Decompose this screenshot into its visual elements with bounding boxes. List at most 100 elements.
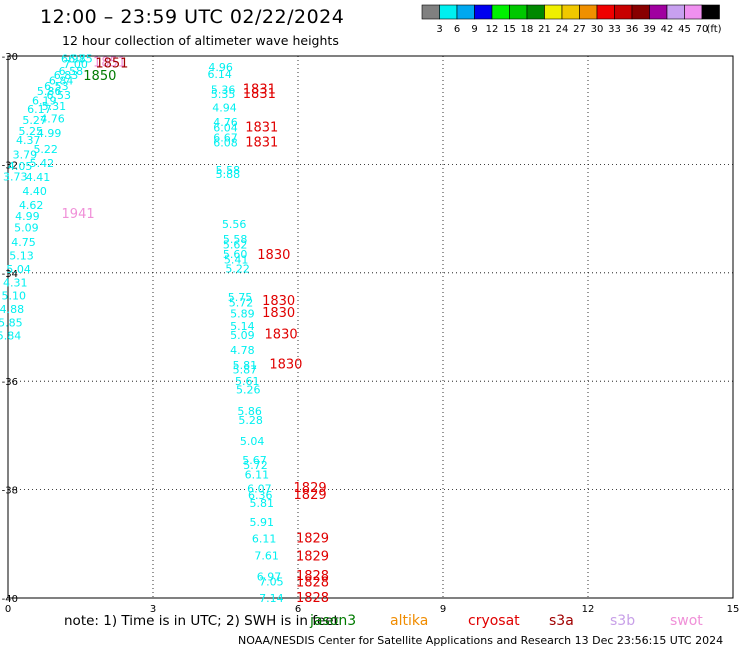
swh-value-label: 5.41: [224, 253, 249, 266]
pass-time-label: 1851: [95, 57, 128, 72]
swh-value-label: 6.97: [61, 53, 86, 66]
swh-value-label: 4.40: [22, 185, 47, 198]
legend-cryosat: cryosat: [468, 613, 520, 629]
swh-value-label: 4.78: [230, 344, 255, 357]
x-tick-label: 9: [440, 604, 446, 615]
swh-value-label: 6.11: [245, 468, 270, 481]
swh-value-label: 5.89: [230, 307, 255, 320]
x-tick-label: 3: [150, 604, 156, 615]
swh-value-label: 5.22: [225, 262, 250, 275]
swh-value-label: 4.31: [3, 277, 28, 290]
swh-value-label: 5.13: [9, 249, 34, 262]
colorbar-swatch: [701, 4, 720, 20]
colorbar-label: 70: [696, 24, 709, 35]
swh-value-label: 5.31: [42, 100, 67, 113]
colorbar-label: 15: [503, 24, 516, 35]
legend-s3a: s3a: [549, 613, 574, 629]
colorbar-label: 36: [626, 24, 639, 35]
swh-value-label: 5.09: [230, 329, 255, 342]
y-tick-label: -30: [2, 52, 18, 63]
swh-value-label: 3.73: [3, 170, 28, 183]
swh-value-label: 6.58: [59, 65, 84, 78]
colorbar-label: 24: [556, 24, 569, 35]
pass-time-label: 1831: [243, 87, 276, 102]
swh-value-label: 5.04: [240, 435, 265, 448]
y-tick-label: -34: [2, 269, 18, 280]
pass-time-label: 1941: [62, 207, 95, 222]
x-tick-label: 15: [727, 604, 740, 615]
swh-value-label: 5.85: [0, 317, 23, 330]
pass-time-label: 1829: [294, 488, 327, 503]
swh-value-label: 6.08: [213, 137, 238, 150]
swh-value-label: 4.37: [16, 134, 41, 147]
swh-value-label: 6.19: [32, 94, 57, 107]
swh-value-label: 5.22: [33, 143, 58, 156]
swh-value-label: 4.76: [213, 116, 238, 129]
legend-altika: altika: [390, 613, 429, 629]
swh-value-label: 6.53: [47, 89, 72, 102]
swh-value-label: 5.62: [223, 239, 248, 252]
swh-value-label: 5.86: [37, 85, 62, 98]
pass-time-label: 1830: [257, 248, 290, 263]
pass-time-label: 1851: [93, 55, 126, 70]
swh-value-label: 5.14: [230, 320, 255, 333]
colorbar-label: 27: [573, 24, 586, 35]
pass-time-label: 1830: [269, 357, 302, 372]
swh-value-label: 5.81: [250, 497, 275, 510]
swh-value-label: 5.58: [216, 164, 241, 177]
plot-frame: [7, 55, 734, 599]
swh-value-label: 5.86: [237, 405, 262, 418]
pass-time-label: 1829: [296, 531, 329, 546]
swh-value-label: 6.85: [68, 53, 93, 66]
legend-s3b: s3b: [610, 613, 636, 629]
colorbar-label: 42: [661, 24, 674, 35]
swh-value-label: 4.96: [208, 61, 233, 74]
pass-time-label: 1830: [265, 328, 298, 343]
swh-value-label: 4.75: [11, 236, 36, 249]
colorbar-label: 21: [538, 24, 551, 35]
swh-value-label: 5.72: [229, 297, 254, 310]
swh-value-label: 4.99: [15, 210, 40, 223]
swh-value-label: 7.05: [259, 576, 284, 589]
x-tick-label: 12: [582, 604, 595, 615]
swh-value-label: 5.27: [22, 114, 47, 127]
pass-time-label: 1830: [262, 306, 295, 321]
swh-value-label: 4.88: [0, 303, 24, 316]
swh-value-label: 7.14: [259, 592, 284, 605]
swh-value-label: 4.99: [37, 127, 62, 140]
note-text: note: 1) Time is in UTC; 2) SWH is in fe…: [64, 613, 339, 629]
swh-value-label: 5.56: [222, 218, 247, 231]
pass-time-label: 1829: [296, 550, 329, 565]
pass-time-label: 1831: [243, 83, 276, 98]
chart-subtitle: 12 hour collection of altimeter wave hei…: [62, 33, 339, 48]
swh-value-label: 6.14: [207, 68, 232, 81]
colorbar-label: 18: [521, 24, 534, 35]
pass-time-label: 1830: [262, 294, 295, 309]
swh-value-label: 6.17: [27, 103, 52, 116]
pass-time-label: 1829: [294, 481, 327, 496]
chart-title: 12:00 – 23:59 UTC 02/22/2024: [40, 6, 345, 28]
swh-value-label: 6.97: [257, 570, 282, 583]
swh-value-label: 4.76: [40, 112, 65, 125]
colorbar-label: 33: [608, 24, 621, 35]
swh-value-label: 5.28: [238, 414, 263, 427]
swh-value-label: 6.53: [44, 80, 69, 93]
swh-value-label: 6.11: [252, 532, 277, 545]
colorbar: 3 6 9 12 15 18 21 24 27 30 33 36 39 42 45 70(ft): [421, 4, 722, 35]
pass-time-label: 1828: [296, 591, 329, 606]
y-tick-label: -36: [2, 377, 18, 388]
pass-time-label: 1828: [296, 569, 329, 584]
x-tick-label: 0: [5, 604, 11, 615]
swh-value-label: 5.42: [30, 157, 55, 170]
swh-value-label: 5.10: [2, 290, 27, 303]
pass-time-label: 1831: [245, 136, 278, 151]
colorbar-label: 9: [471, 24, 477, 35]
swh-value-label: 5.36: [211, 84, 236, 97]
swh-value-label: 5.58: [223, 233, 248, 246]
swh-value-label: 5.25: [18, 125, 43, 138]
swh-value-label: 5.60: [223, 248, 248, 261]
pass-time-label: 1828: [296, 576, 329, 591]
swh-value-label: 7.61: [254, 550, 279, 563]
